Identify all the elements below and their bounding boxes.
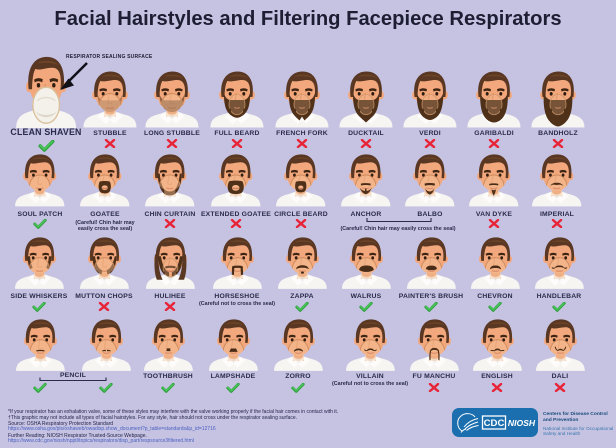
svg-text:CDC: CDC: [484, 418, 505, 429]
svg-text:NIOSH: NIOSH: [508, 418, 536, 428]
